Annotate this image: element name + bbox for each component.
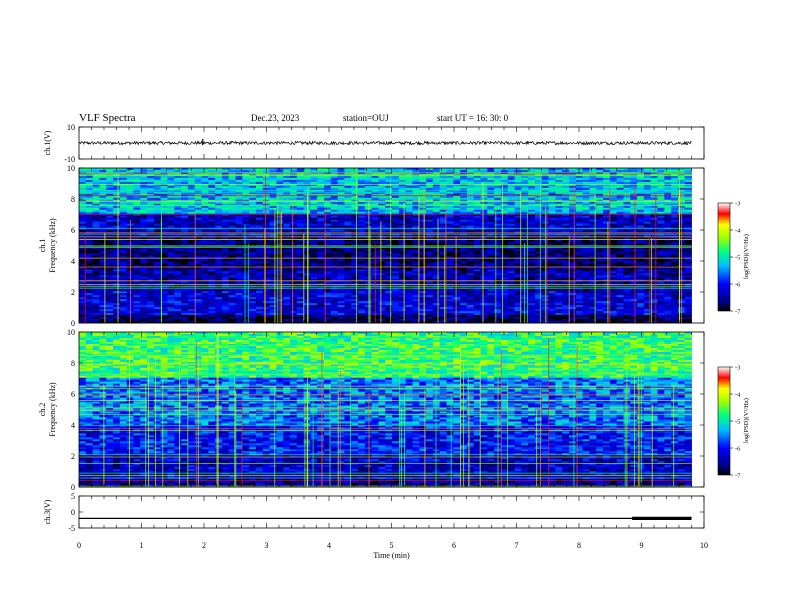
y-tick-label: 10: [67, 164, 75, 173]
x-tick-label: 8: [577, 541, 581, 550]
y-axis-label: Frequency (kHz): [48, 382, 57, 437]
colorbar-2: [717, 366, 731, 476]
colorbar-tick-label: -4: [735, 392, 741, 399]
y-axis-label: ch.3(V): [43, 499, 52, 524]
colorbar-tick-label: -4: [735, 228, 741, 235]
colorbar-label: log(PSD)(V²/Hz): [743, 398, 750, 443]
y-tick-label: 10: [67, 328, 75, 337]
start-time-label: start UT = 16: 30: 0: [437, 113, 509, 123]
y-tick-label: 2: [71, 452, 75, 461]
x-axis-label: Time (min): [373, 551, 410, 560]
y-tick-label: 8: [71, 195, 75, 204]
y-tick-label: 5: [71, 492, 75, 501]
colorbar-tick-label: -3: [735, 365, 740, 372]
y-axis-label: Frequency (kHz): [48, 218, 57, 273]
figure-title: VLF Spectra: [79, 112, 136, 124]
y-axis-label: ch.2: [38, 403, 47, 417]
spectrogram-ch1: [79, 168, 692, 324]
x-tick-label: 9: [640, 541, 644, 550]
colorbar-1: [717, 202, 731, 312]
x-tick-label: 2: [202, 541, 206, 550]
colorbar-tick-label: -7: [735, 473, 741, 480]
colorbar-tick-label: -5: [735, 419, 740, 426]
spectrogram-ch2: [79, 332, 692, 488]
colorbar-tick-label: -5: [735, 255, 740, 262]
y-tick-label: 6: [71, 390, 75, 399]
y-tick-label: 4: [71, 257, 75, 266]
colorbar-tick-label: -3: [735, 201, 740, 208]
y-tick-label: 2: [71, 288, 75, 297]
colorbar-tick-label: -6: [735, 446, 741, 453]
x-tick-label: 7: [515, 541, 519, 550]
x-tick-label: 3: [265, 541, 269, 550]
x-tick-label: 10: [700, 541, 708, 550]
y-tick-label: 10: [67, 123, 75, 132]
y-tick-label: 0: [71, 319, 75, 328]
y-tick-label: 6: [71, 226, 75, 235]
x-tick-label: 0: [77, 541, 81, 550]
y-axis-label: ch.1(V): [43, 130, 52, 155]
y-tick-label: 4: [71, 421, 75, 430]
y-axis-label: ch.1: [38, 239, 47, 253]
waveform-trace: [78, 140, 692, 146]
y-tick-label: 0: [71, 508, 75, 517]
colorbar-label: log(PSD)(V²/Hz): [743, 234, 750, 279]
waveform-ch1: [78, 139, 692, 146]
date-label: Dec.23, 2023: [251, 113, 300, 123]
x-tick-label: 4: [327, 541, 331, 550]
x-tick-label: 5: [390, 541, 394, 550]
y-tick-label: 0: [71, 483, 75, 492]
y-tick-label: 8: [71, 359, 75, 368]
y-tick-label: -10: [64, 155, 75, 164]
station-label: station=OUJ: [343, 113, 389, 123]
colorbar-tick-label: -6: [735, 282, 741, 289]
colorbar-tick-label: -7: [735, 309, 741, 316]
x-tick-label: 1: [140, 541, 144, 550]
x-tick-label: 6: [452, 541, 456, 550]
y-tick-label: -5: [68, 524, 75, 533]
